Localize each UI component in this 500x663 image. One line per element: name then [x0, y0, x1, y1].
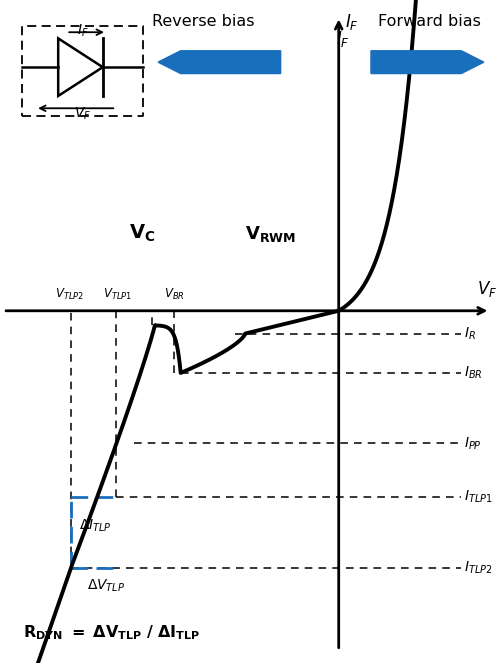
Text: $V_{TLP2}$: $V_{TLP2}$	[55, 286, 84, 302]
Text: $V_F$: $V_F$	[476, 279, 497, 299]
Text: Forward bias: Forward bias	[378, 14, 480, 29]
Text: $\mathbf{R_{DYN}\ =\ \Delta V_{TLP}\ /\ \Delta I_{TLP}}$: $\mathbf{R_{DYN}\ =\ \Delta V_{TLP}\ /\ …	[22, 624, 200, 642]
Text: $\Delta V_{TLP}$: $\Delta V_{TLP}$	[87, 578, 126, 595]
Text: $I_{PP}$: $I_{PP}$	[464, 435, 481, 452]
Text: $\bf{V_{RWM}}$: $\bf{V_{RWM}}$	[245, 225, 296, 245]
Text: $\bf{V_C}$: $\bf{V_C}$	[129, 223, 155, 245]
Text: $I_{TLP1}$: $I_{TLP1}$	[464, 489, 492, 505]
FancyArrow shape	[371, 51, 484, 74]
Text: $\Delta I_{TLP}$: $\Delta I_{TLP}$	[79, 518, 112, 534]
Text: $V_{BR}$: $V_{BR}$	[164, 286, 184, 302]
Text: $I_{TLP2}$: $I_{TLP2}$	[464, 560, 492, 576]
Text: Reverse bias: Reverse bias	[152, 14, 254, 29]
Text: $I_F$: $I_F$	[336, 29, 349, 49]
Text: $I_{BR}$: $I_{BR}$	[464, 365, 482, 381]
Text: $V_{TLP1}$: $V_{TLP1}$	[103, 286, 132, 302]
Text: $I_F$: $I_F$	[76, 23, 88, 39]
Text: $V_F$: $V_F$	[74, 105, 91, 121]
Text: $I_R$: $I_R$	[464, 326, 476, 341]
Text: $I_F$: $I_F$	[344, 13, 358, 32]
FancyArrow shape	[158, 51, 280, 74]
